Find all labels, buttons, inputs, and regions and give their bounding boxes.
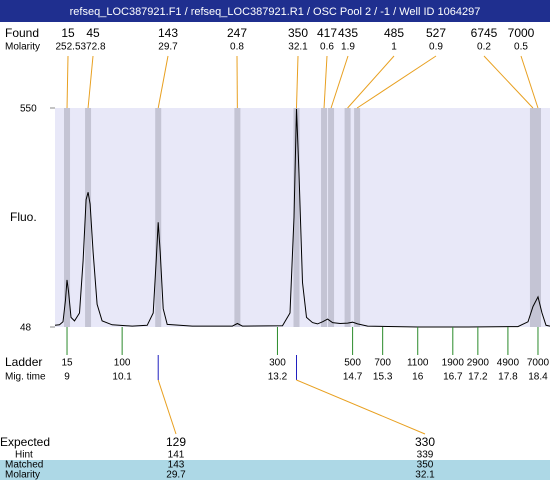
found-molarity: 0.9 [429, 42, 443, 53]
y-axis-label: Fluo. [10, 210, 37, 224]
found-size: 15 [61, 26, 75, 40]
ladder-time: 14.7 [343, 372, 363, 383]
peak-band [354, 108, 361, 327]
peak-band [64, 108, 71, 327]
peak-connector [330, 55, 349, 109]
peak-connector [295, 55, 299, 109]
hint-size: 339 [417, 450, 434, 461]
found-size: 7000 [508, 26, 535, 40]
matched-size: 143 [168, 460, 185, 471]
found-size: 435 [338, 26, 358, 40]
ladder-time: 15.3 [373, 372, 393, 383]
ladder-size: 1900 [442, 358, 465, 369]
found-label: Found [5, 26, 39, 40]
found-molarity: 0.5 [514, 42, 528, 53]
found-size: 350 [288, 26, 308, 40]
peak-connector [157, 55, 169, 109]
ladder-time: 17.2 [468, 372, 488, 383]
ladder-size: 1100 [407, 358, 429, 369]
peak-band [321, 108, 328, 327]
trace [54, 108, 550, 328]
ladder-size: 2900 [467, 358, 490, 369]
ladder-time: 18.4 [528, 372, 548, 383]
peak-band [344, 108, 351, 327]
plot-area [55, 108, 550, 327]
found-molarity: 29.7 [158, 42, 178, 53]
ladder-size: 500 [344, 358, 361, 369]
found-molarity: 1.9 [341, 42, 355, 53]
found-size: 247 [227, 26, 247, 40]
match-connector [296, 379, 426, 435]
hint-size: 141 [168, 450, 185, 461]
found-size: 143 [158, 26, 178, 40]
peak-connector [520, 55, 539, 109]
peak-band [534, 108, 541, 327]
header-bar [0, 0, 550, 22]
chart-title: refseq_LOC387921.F1 / refseq_LOC387921.R… [70, 6, 481, 18]
molarity-row [0, 470, 550, 480]
hint-label: Hint [15, 450, 33, 461]
peak-band [293, 108, 300, 327]
found-molarity: 1 [391, 42, 397, 53]
ladder-time: 9 [64, 372, 70, 383]
peak-connector [323, 55, 328, 109]
peak-connector [483, 55, 534, 109]
ladder-size: 15 [61, 358, 73, 369]
expected-label: Expected [0, 435, 50, 449]
found-molarity: 372.8 [80, 42, 105, 53]
matched-label: Matched [5, 460, 43, 471]
ladder-time: 17.8 [498, 372, 518, 383]
expected-size: 129 [166, 435, 186, 449]
found-molarity: 0.6 [320, 42, 334, 53]
ladder-time: 10.1 [112, 372, 132, 383]
found-molarity: 0.2 [477, 42, 491, 53]
matched-size: 350 [417, 460, 434, 471]
ladder-time: 16 [412, 372, 424, 383]
expected-molarity-label: Molarity [5, 470, 40, 480]
found-molarity: 252.5 [55, 42, 80, 53]
peak-connector [66, 55, 69, 109]
ladder-size: 700 [374, 358, 391, 369]
matched-row [0, 460, 550, 470]
ladder-time: 13.2 [268, 372, 288, 383]
found-size: 6745 [471, 26, 498, 40]
peak-band [234, 108, 241, 327]
y-tick-label: 48 [20, 323, 32, 334]
found-molarity: 0.8 [230, 42, 244, 53]
ladder-size: 4900 [497, 358, 520, 369]
ladder-label: Ladder [5, 355, 42, 369]
peak-connector [87, 55, 94, 109]
found-size: 485 [384, 26, 404, 40]
peak-band [155, 108, 162, 327]
found-size: 417 [317, 26, 337, 40]
mig-time-label: Mig. time [5, 372, 46, 383]
ladder-size: 300 [269, 358, 286, 369]
peak-band [328, 108, 335, 327]
match-connector [157, 379, 177, 435]
matched-molarity: 29.7 [166, 470, 186, 480]
matched-molarity: 32.1 [415, 470, 435, 480]
ladder-time: 16.7 [443, 372, 463, 383]
peak-connector [356, 55, 437, 109]
found-size: 527 [426, 26, 446, 40]
found-molarity: 32.1 [288, 42, 308, 53]
ladder-size: 100 [114, 358, 131, 369]
ladder-size: 7000 [527, 358, 550, 369]
found-size: 45 [86, 26, 100, 40]
y-tick-label: 550 [20, 104, 37, 115]
peak-band [529, 108, 536, 327]
peak-connector [347, 55, 395, 109]
molarity-label: Molarity [5, 42, 40, 53]
expected-size: 330 [415, 435, 435, 449]
peak-band [85, 108, 92, 327]
